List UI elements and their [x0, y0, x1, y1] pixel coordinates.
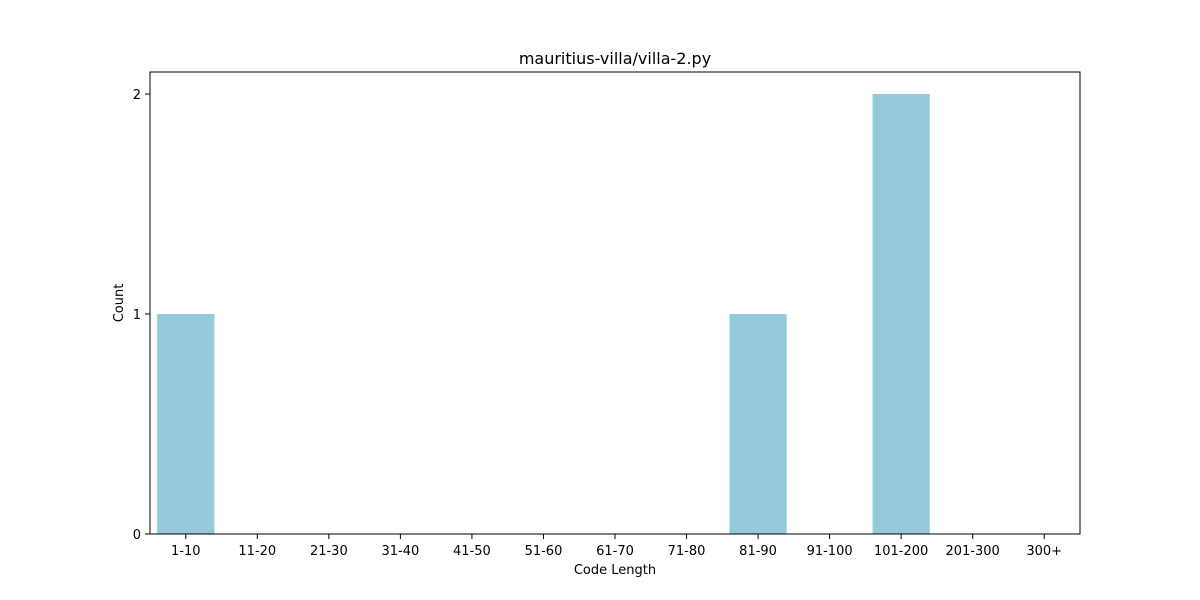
x-tick-label: 21-30	[310, 544, 348, 559]
bar-1-10	[157, 314, 215, 534]
bars-layer	[157, 94, 930, 534]
x-tick-label: 41-50	[453, 544, 491, 559]
x-tick-label: 101-200	[874, 544, 928, 559]
y-tick-label: 1	[133, 308, 141, 323]
x-tick-label: 81-90	[739, 544, 777, 559]
x-tick-label: 31-40	[381, 544, 419, 559]
bar-81-90	[729, 314, 787, 534]
x-axis: 1-10 11-20 21-30 31-40 41-50 51-60 61-70 71-80 8…	[171, 534, 1062, 559]
y-axis-label: Count	[112, 284, 127, 323]
x-tick-label: 300+	[1026, 544, 1062, 559]
x-tick-label: 1-10	[171, 544, 201, 559]
y-axis: 0 1 2	[133, 88, 150, 543]
x-tick-label: 71-80	[668, 544, 706, 559]
y-tick-label: 2	[133, 88, 141, 103]
x-axis-label: Code Length	[574, 563, 656, 578]
plot-area-frame	[149, 71, 1081, 535]
x-tick-label: 51-60	[525, 544, 563, 559]
x-tick-label: 201-300	[946, 544, 1000, 559]
bar-101-200	[872, 94, 930, 534]
x-tick-label: 11-20	[238, 544, 276, 559]
y-tick-label: 0	[133, 528, 141, 543]
x-tick-label: 91-100	[807, 544, 853, 559]
chart-title: mauritius-villa/villa-2.py	[519, 49, 711, 68]
x-tick-label: 61-70	[596, 544, 634, 559]
